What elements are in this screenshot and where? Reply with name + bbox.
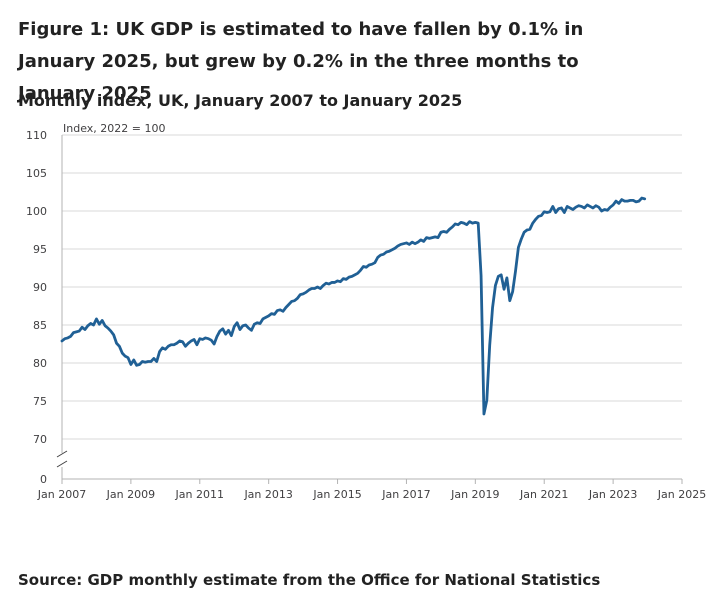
axes: 110 105 100 95 90 85 80 75 70 0 Jan 2007 Jan 2009 Ja… — [26, 129, 706, 501]
x-tick-label: Jan 2017 — [381, 488, 430, 501]
series-layer — [60, 196, 647, 416]
x-tick-label: Jan 2019 — [450, 488, 499, 501]
x-tick-label: Jan 2011 — [175, 488, 224, 501]
gridlines — [62, 134, 682, 440]
x-tick-label: Jan 2013 — [243, 488, 292, 501]
axis-break-mark — [56, 460, 68, 468]
x-tick-label: Jan 2021 — [519, 488, 568, 501]
y-tick-label: 105 — [26, 167, 47, 180]
series-line-gdp-index — [60, 196, 647, 416]
x-tick-label: Jan 2025 — [657, 488, 706, 501]
x-tick-label: Jan 2015 — [312, 488, 361, 501]
x-tick-label: Jan 2009 — [106, 488, 155, 501]
y-tick-label: 85 — [33, 319, 47, 332]
axis-break-mark — [56, 450, 68, 458]
x-tick-label: Jan 2023 — [588, 488, 637, 501]
y-tick-label: 90 — [33, 281, 47, 294]
y-tick-label: 95 — [33, 243, 47, 256]
chart-subtitle: Monthly index, UK, January 2007 to Janua… — [18, 91, 463, 110]
y-tick-label: 70 — [33, 433, 47, 446]
y-axis-unit-label: Index, 2022 = 100 — [63, 122, 165, 135]
y-tick-label: 80 — [33, 357, 47, 370]
y-tick-label: 110 — [26, 129, 47, 142]
chart-title: Figure 1: UK GDP is estimated to have fa… — [18, 19, 584, 104]
y-tick-label: 100 — [26, 205, 47, 218]
x-tick-label: Jan 2007 — [37, 488, 86, 501]
y-tick-label: 75 — [33, 395, 47, 408]
y-tick-label: 0 — [40, 473, 47, 486]
source-note: Source: GDP monthly estimate from the Of… — [18, 571, 601, 589]
